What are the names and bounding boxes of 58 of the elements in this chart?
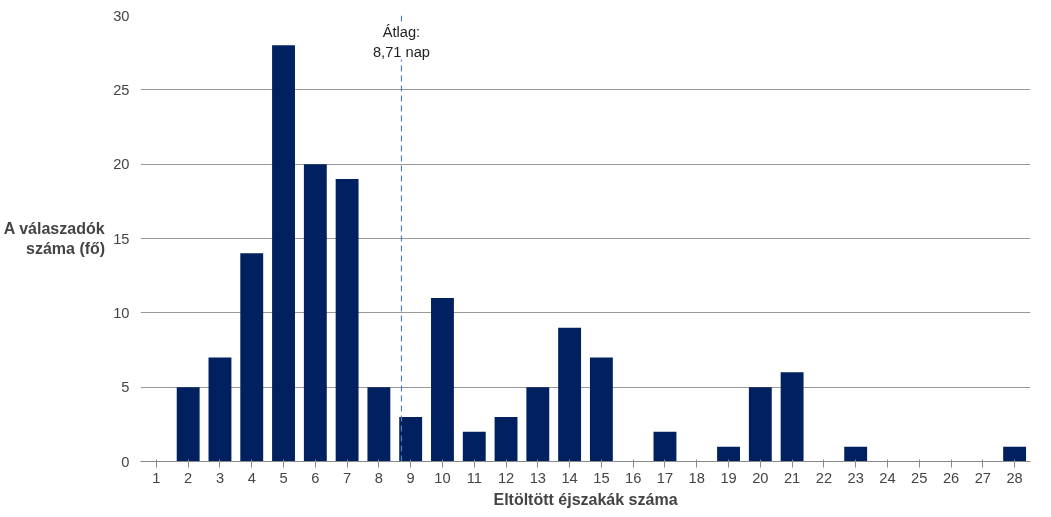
x-tick-label: 28 <box>1006 469 1023 486</box>
bar <box>176 387 200 462</box>
x-tick-label: 25 <box>911 469 928 486</box>
x-axis-title: Eltöltött éjszakák száma <box>493 490 678 508</box>
x-tick-label: 5 <box>279 469 288 486</box>
y-tick-label: 5 <box>121 379 130 396</box>
bar <box>494 416 518 462</box>
bar <box>272 45 295 462</box>
bar <box>367 387 391 462</box>
bar <box>589 357 613 462</box>
y-tick-label: 15 <box>113 230 130 247</box>
x-tick-label: 20 <box>752 469 769 486</box>
x-tick-label: 4 <box>247 469 256 486</box>
bar <box>844 446 868 462</box>
bar <box>526 387 550 462</box>
y-tick-label: 30 <box>113 7 130 24</box>
bar <box>335 179 359 462</box>
bar <box>240 253 264 462</box>
x-tick-label: 13 <box>529 469 546 486</box>
x-tick-label: 14 <box>561 469 578 486</box>
x-tick-label: 21 <box>783 469 801 486</box>
x-tick-label: 8 <box>374 469 383 486</box>
bar <box>208 357 232 462</box>
x-tick-label: 9 <box>406 469 415 486</box>
x-tick-label: 10 <box>434 469 451 486</box>
x-tick-label: 3 <box>215 469 225 486</box>
bar <box>303 164 327 462</box>
x-tick-label: 6 <box>311 469 320 486</box>
x-tick-label: 26 <box>942 469 960 486</box>
x-tick-label: 19 <box>720 469 737 486</box>
x-tick-label: 24 <box>879 469 896 486</box>
bar <box>1003 446 1027 462</box>
y-tick-label: 0 <box>121 453 130 470</box>
y-tick-label: 10 <box>113 304 130 321</box>
x-tick-label: 18 <box>688 469 705 486</box>
bar <box>399 416 423 462</box>
x-tick-label: 12 <box>497 469 515 486</box>
x-tick-label: 17 <box>656 469 674 486</box>
y-tick-label: 20 <box>113 156 130 173</box>
bar <box>780 372 804 462</box>
x-tick-label: 15 <box>593 469 610 486</box>
x-tick-label: 7 <box>343 469 352 486</box>
x-tick-label: 22 <box>815 469 833 486</box>
x-tick-label: 11 <box>466 469 482 486</box>
bar <box>748 387 772 462</box>
bar <box>558 327 582 462</box>
x-tick-label: 27 <box>974 469 991 486</box>
y-tick-label: 25 <box>113 81 130 98</box>
x-tick-label: 1 <box>152 469 161 486</box>
bar <box>653 431 677 462</box>
x-tick-label: 2 <box>184 469 193 486</box>
bar <box>431 297 454 462</box>
bar <box>462 431 486 462</box>
bar <box>717 446 740 462</box>
ref-line-label: Átlag: 8,71 nap <box>372 24 430 60</box>
y-axis-title: A válaszadók száma (fő) <box>3 219 106 258</box>
x-tick-label: 23 <box>847 469 864 486</box>
x-tick-label: 16 <box>625 469 642 486</box>
